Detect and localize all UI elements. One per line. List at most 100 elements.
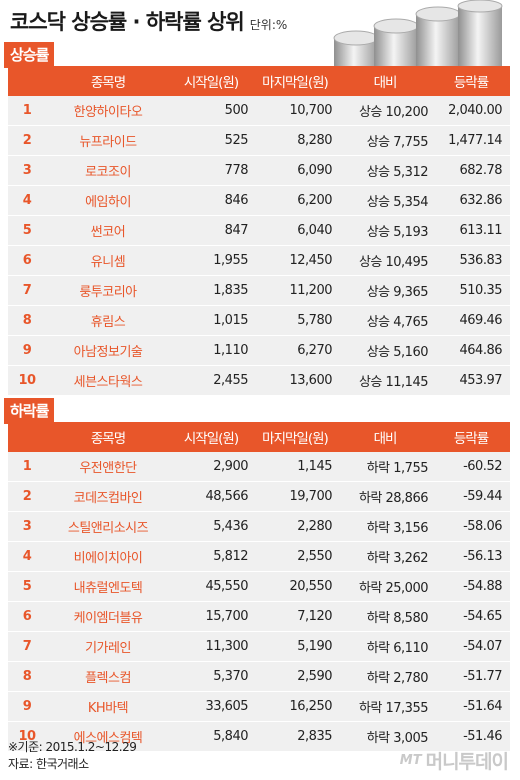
cell-diff: 하락 17,355 — [358, 701, 429, 716]
footer-source: 자료: 한국거래소 — [8, 757, 89, 771]
cell-name: 썬코어 — [90, 225, 126, 240]
cell-start: 846 — [224, 193, 249, 208]
table-row: 2 뉴프라이드 525 8,280 상승 7,755 1,477.14 — [8, 126, 510, 156]
cell-rate: -51.64 — [463, 699, 502, 714]
col-diff: 대비 — [373, 431, 398, 447]
cell-rank: 5 — [22, 579, 32, 594]
cell-start: 2,900 — [213, 459, 248, 474]
cell-rank: 10 — [18, 729, 36, 744]
table-row: 6 유니셈 1,955 12,450 상승 10,495 536.83 — [8, 246, 510, 276]
cell-diff: 하락 3,262 — [366, 551, 429, 566]
cell-start: 1,015 — [213, 313, 248, 328]
cell-start: 1,110 — [213, 343, 248, 358]
table-row: 10 에스에스컴텍 5,840 2,835 하락 3,005 -51.46 — [8, 722, 510, 752]
cell-rate: 2,040.00 — [448, 103, 502, 118]
cell-end: 7,120 — [297, 609, 332, 624]
cell-start: 48,566 — [205, 489, 249, 504]
table-row: 10 세븐스타웍스 2,455 13,600 상승 11,145 453.97 — [8, 366, 510, 396]
cell-rate: -51.46 — [463, 729, 502, 744]
cell-name: 에임하이 — [85, 195, 131, 210]
table-row: 1 우전앤한단 2,900 1,145 하락 1,755 -60.52 — [8, 452, 510, 482]
table-header: 종목명 시작일(원) 마지막일(원) 대비 등락률 — [8, 66, 510, 96]
cell-end: 12,450 — [289, 253, 333, 268]
cell-rate: 1,477.14 — [448, 133, 502, 148]
cell-rank: 6 — [22, 609, 32, 624]
cell-rate: 464.86 — [459, 343, 503, 358]
cell-diff: 상승 10,200 — [358, 105, 429, 120]
cell-rank: 3 — [22, 519, 32, 534]
cell-rank: 7 — [22, 283, 32, 298]
cell-rank: 2 — [22, 489, 32, 504]
cell-end: 11,200 — [289, 283, 333, 298]
cell-start: 778 — [224, 163, 249, 178]
cell-rank: 5 — [22, 223, 32, 238]
cell-diff: 하락 6,110 — [366, 641, 429, 656]
unit-label: 단위:% — [249, 18, 288, 32]
losers-table: 종목명 시작일(원) 마지막일(원) 대비 등락률 1 우전앤한단 2,900 1,1… — [8, 422, 510, 752]
cell-name: 유니셈 — [90, 255, 126, 270]
table-row: 3 스틸앤리소시즈 5,436 2,280 하락 3,156 -58.06 — [8, 512, 510, 542]
col-name: 종목명 — [90, 431, 126, 447]
cell-end: 20,550 — [289, 579, 333, 594]
cell-end: 5,780 — [297, 313, 332, 328]
cell-end: 1,145 — [297, 459, 332, 474]
cell-name: 내츄럴엔도텍 — [73, 581, 143, 596]
table-row: 5 썬코어 847 6,040 상승 5,193 613.11 — [8, 216, 510, 246]
cell-end: 2,280 — [297, 519, 332, 534]
cell-rank: 4 — [22, 193, 32, 208]
cell-rate: -54.65 — [463, 609, 502, 624]
cell-end: 8,280 — [297, 133, 332, 148]
cell-start: 847 — [224, 223, 249, 238]
cell-rate: -56.13 — [463, 549, 502, 564]
cell-rank: 9 — [22, 343, 32, 358]
cell-rate: -51.77 — [463, 669, 502, 684]
cell-diff: 하락 8,580 — [366, 611, 429, 626]
cell-rate: 536.83 — [459, 253, 503, 268]
cell-start: 5,370 — [213, 669, 248, 684]
cell-name: 비에이치아이 — [73, 551, 143, 566]
table-row: 1 한양하이타오 500 10,700 상승 10,200 2,040.00 — [8, 96, 510, 126]
table-row: 3 로코조이 778 6,090 상승 5,312 682.78 — [8, 156, 510, 186]
cell-rank: 9 — [22, 699, 32, 714]
table-row: 9 KH바텍 33,605 16,250 하락 17,355 -51.64 — [8, 692, 510, 722]
gainers-table: 종목명 시작일(원) 마지막일(원) 대비 등락률 1 한양하이타오 500 10,7… — [8, 66, 510, 396]
cell-diff: 하락 25,000 — [358, 581, 429, 596]
cell-name: 룽투코리아 — [79, 285, 137, 300]
cell-diff: 상승 9,365 — [366, 285, 429, 300]
cell-name: 기가레인 — [85, 641, 131, 656]
cell-diff: 상승 5,160 — [366, 345, 429, 360]
cell-name: 한양하이타오 — [73, 105, 143, 120]
col-end: 마지막일(원) — [262, 431, 329, 447]
cell-name: 스틸앤리소시즈 — [67, 521, 149, 536]
logo-text: 머니투데이 — [425, 751, 509, 773]
cell-start: 5,840 — [213, 729, 248, 744]
cell-start: 15,700 — [205, 609, 249, 624]
cell-start: 2,455 — [213, 373, 248, 388]
cell-name: 에스에스컴텍 — [73, 731, 143, 746]
cell-end: 10,700 — [289, 103, 333, 118]
cell-rank: 1 — [22, 459, 32, 474]
cell-diff: 상승 5,193 — [366, 225, 429, 240]
table-row: 4 비에이치아이 5,812 2,550 하락 3,262 -56.13 — [8, 542, 510, 572]
cell-rank: 7 — [22, 639, 32, 654]
section-label-gainers: 상승률 — [4, 42, 55, 68]
cell-name: 아남정보기술 — [73, 345, 143, 360]
cell-name: 뉴프라이드 — [79, 135, 137, 150]
cell-start: 11,300 — [205, 639, 249, 654]
cell-start: 500 — [224, 103, 249, 118]
cell-diff: 하락 3,156 — [366, 521, 429, 536]
cell-diff: 하락 1,755 — [366, 461, 429, 476]
cell-name: 휴림스 — [90, 315, 126, 330]
cell-diff: 상승 10,495 — [358, 255, 429, 270]
cell-name: 로코조이 — [85, 165, 131, 180]
table-row: 2 코데즈컴바인 48,566 19,700 하락 28,866 -59.44 — [8, 482, 510, 512]
logo-mt: MT — [399, 753, 422, 768]
section-label-losers: 하락률 — [4, 398, 55, 424]
publisher-logo: MT 머니투데이 — [399, 747, 509, 774]
table-row: 8 휴림스 1,015 5,780 상승 4,765 469.46 — [8, 306, 510, 336]
cell-name: 세븐스타웍스 — [73, 375, 143, 390]
cell-diff: 하락 2,780 — [366, 671, 429, 686]
cell-diff: 상승 4,765 — [366, 315, 429, 330]
cell-name: 케이엠더블유 — [73, 611, 143, 626]
cell-start: 45,550 — [205, 579, 249, 594]
